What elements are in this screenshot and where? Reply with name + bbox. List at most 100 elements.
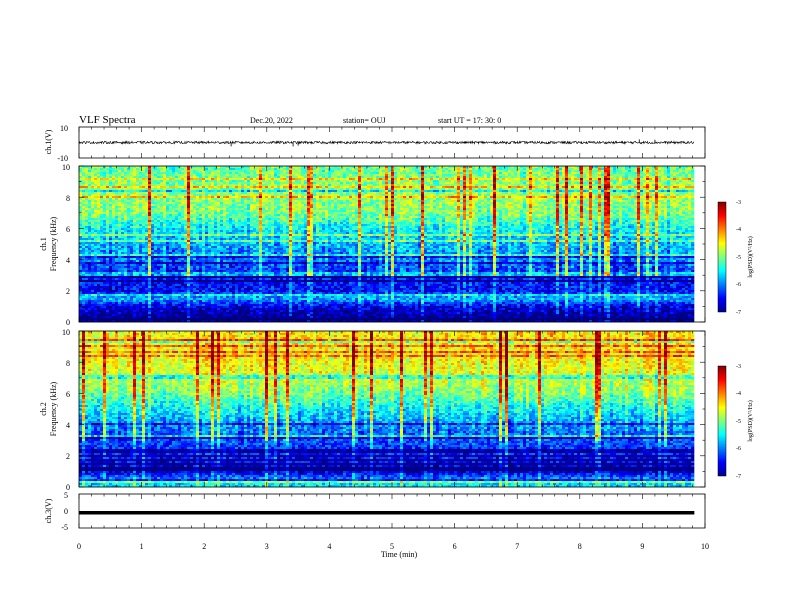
ch1-spectrogram-cell bbox=[277, 176, 280, 178]
ch1-spectrogram-cell bbox=[679, 184, 682, 186]
ch1-spectrogram-cell bbox=[124, 188, 127, 190]
ch1-spectrogram-cell bbox=[154, 170, 157, 172]
ch1-spectrogram-cell bbox=[454, 198, 457, 200]
ch1-spectrogram-cell bbox=[634, 190, 637, 192]
ch1-spectrogram-cell bbox=[619, 176, 622, 178]
ch1-spectrogram-cell bbox=[442, 186, 445, 188]
ch1-spectrogram-cell bbox=[82, 180, 85, 182]
ch1-spectrogram-cell bbox=[646, 198, 649, 200]
ch1-spectrogram-cell bbox=[589, 194, 592, 196]
ch1-spectrogram-cell bbox=[529, 180, 532, 182]
ch1-spectrogram-cell bbox=[175, 210, 178, 212]
ch1-spectrogram-cell bbox=[202, 170, 205, 172]
ch1-spectrogram-cell bbox=[643, 186, 646, 188]
ch1-spectrogram-cell bbox=[448, 208, 451, 210]
ch1-spectrogram-cell bbox=[430, 208, 433, 210]
ch1-spectrogram-cell bbox=[190, 208, 193, 210]
ch1-spectrogram-cell bbox=[163, 182, 166, 184]
ch1-spectrogram-cell bbox=[604, 202, 607, 204]
ch1-spectrogram-cell bbox=[85, 178, 88, 180]
ch1-spectrogram-cell bbox=[313, 200, 316, 202]
ch1-spectrogram-cell bbox=[523, 186, 526, 188]
ch1-spectrogram-cell bbox=[115, 186, 118, 188]
ch1-spectrogram-cell bbox=[382, 186, 385, 188]
ch1-spectrogram-cell bbox=[658, 210, 661, 212]
ch1-spectrogram-cell bbox=[250, 190, 253, 192]
ch1-spectrogram-cell bbox=[328, 174, 331, 176]
ch1-spectrogram-cell bbox=[511, 182, 514, 184]
ch1-spectrogram-cell bbox=[553, 178, 556, 180]
ch1-spectrogram-cell bbox=[394, 176, 397, 178]
ch1-spectrogram-cell bbox=[685, 212, 688, 214]
ch1-spectrogram-cell bbox=[139, 200, 142, 202]
ch1-spectrogram-cell bbox=[688, 186, 691, 188]
ch1-spectrogram-cell bbox=[562, 198, 565, 200]
ch1-spectrogram-cell bbox=[139, 202, 142, 204]
ch1-spectrogram-cell bbox=[409, 190, 412, 192]
ch1-spectrogram-cell bbox=[529, 190, 532, 192]
ch1-spectrogram-cell bbox=[685, 186, 688, 188]
ch1-spectrogram-cell bbox=[691, 198, 694, 200]
ch1-spectrogram-cell bbox=[355, 186, 358, 188]
ch1-spectrogram-cell bbox=[184, 178, 187, 180]
ch1-spectrogram-cell bbox=[277, 212, 280, 214]
ch1-spectrogram-cell bbox=[559, 178, 562, 180]
ch1-spectrogram-cell bbox=[187, 184, 190, 186]
ch1-spectrogram-cell bbox=[202, 214, 205, 216]
ch1-spectrogram-cell bbox=[340, 184, 343, 186]
ch1-spectrogram-cell bbox=[535, 188, 538, 190]
ch1-spectrogram-cell bbox=[589, 198, 592, 200]
ch1-spectrogram-cell bbox=[571, 204, 574, 206]
ch1-spectrogram-cell bbox=[223, 204, 226, 206]
ch1-spectrogram-cell bbox=[103, 196, 106, 198]
ch1-spectrogram-cell bbox=[238, 214, 241, 216]
ch1-spectrogram-cell bbox=[184, 212, 187, 214]
ch1-spectrogram-cell bbox=[223, 212, 226, 214]
ch1-spectrogram-cell bbox=[472, 170, 475, 172]
ch1-spectrogram-cell bbox=[493, 172, 496, 174]
ch1-spectrogram-cell bbox=[607, 182, 610, 184]
ch1-spectrogram-cell bbox=[214, 206, 217, 208]
ch1-spectrogram-cell bbox=[238, 178, 241, 180]
ch1-spectrogram-cell bbox=[160, 208, 163, 210]
ch1-spectrogram-cell bbox=[142, 188, 145, 190]
ch1-spectrogram-cell bbox=[595, 210, 598, 212]
ch1-spectrogram-cell bbox=[205, 204, 208, 206]
ch1-spectrogram-cell bbox=[130, 188, 133, 190]
ch1-spectrogram-cell bbox=[367, 186, 370, 188]
ch1-spectrogram-cell bbox=[190, 206, 193, 208]
ch1-spectrogram-cell bbox=[238, 188, 241, 190]
ch1-spectrogram-cell bbox=[178, 198, 181, 200]
ch1-spectrogram-cell bbox=[148, 182, 151, 184]
ch1-spectrogram-cell bbox=[337, 174, 340, 176]
ch1-spectrogram-cell bbox=[502, 176, 505, 178]
ch1-spectrogram-cell bbox=[382, 202, 385, 204]
ch1-spectrogram-cell bbox=[340, 190, 343, 192]
ch1-spectrogram-cell bbox=[247, 192, 250, 194]
ch1-spectrogram-cell bbox=[685, 172, 688, 174]
ch1-spectrogram-cell bbox=[517, 178, 520, 180]
ch1-spectrogram-cell bbox=[94, 178, 97, 180]
ch1-spectrogram-cell bbox=[334, 196, 337, 198]
ch1-spectrogram-cell bbox=[580, 182, 583, 184]
ch1-spectrogram-cell bbox=[622, 190, 625, 192]
ch1-spectrogram-cell bbox=[331, 190, 334, 192]
ch1-spectrogram-cell bbox=[130, 172, 133, 174]
ch1-spectrogram-cell bbox=[445, 188, 448, 190]
ch1-spectrogram-cell bbox=[664, 186, 667, 188]
ch1-spectrogram-cell bbox=[142, 210, 145, 212]
ch1-spectrogram-cell bbox=[172, 204, 175, 206]
ch1-spectrogram-cell bbox=[100, 212, 103, 214]
ch1-spectrogram-cell bbox=[286, 188, 289, 190]
ch1-spectrogram-cell bbox=[688, 212, 691, 214]
ch1-spectrogram-cell bbox=[322, 206, 325, 208]
ch1-spectrogram-cell bbox=[379, 212, 382, 214]
ch1-spectrogram-cell bbox=[421, 168, 424, 170]
ch1-spectrogram-cell bbox=[559, 196, 562, 198]
ch1-spectrogram-cell bbox=[160, 188, 163, 190]
ch1-spectrogram-cell bbox=[124, 170, 127, 172]
ch1-spectrogram-cell bbox=[97, 168, 100, 170]
ch1-spectrogram-cell bbox=[586, 170, 589, 172]
ch1-spectrogram-cell bbox=[229, 190, 232, 192]
ch1-spectrogram-cell bbox=[157, 182, 160, 184]
